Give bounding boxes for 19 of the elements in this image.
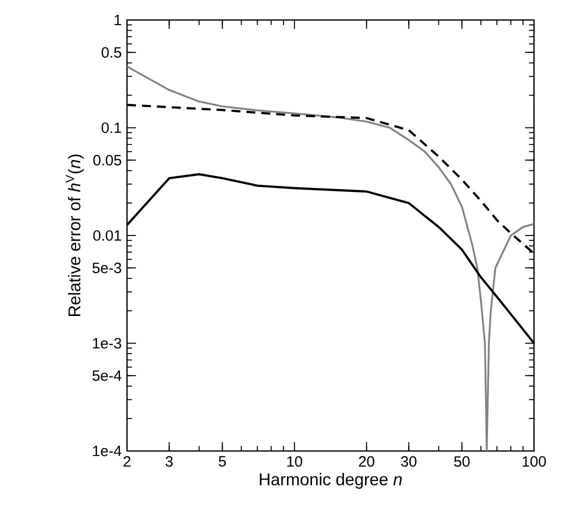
x-tick-label: 20 xyxy=(359,456,374,467)
y-tick-label: 1e-3 xyxy=(93,338,122,349)
x-tick-label: 30 xyxy=(401,456,416,467)
y-tick-label: 0.5 xyxy=(102,47,122,58)
y-tick-label: 5e-4 xyxy=(92,370,122,381)
y-tick-label: 0.05 xyxy=(93,154,122,166)
x-tick-label: 3 xyxy=(166,456,173,467)
x-tick-label: 2 xyxy=(124,456,130,467)
x-tick-label: 50 xyxy=(454,456,470,467)
y-tick-label: 5e-3 xyxy=(92,262,122,274)
y-axis-title: Relative error of h$^{V}$(n) xyxy=(66,154,84,316)
y-tick-label: 1 xyxy=(114,14,122,26)
x-tick-label: 10 xyxy=(287,456,302,467)
x-tick-label: 5 xyxy=(218,456,226,467)
x-tick-label: 100 xyxy=(522,456,546,467)
y-tick-label: 0.1 xyxy=(102,122,122,134)
y-tick-label: 0.01 xyxy=(93,230,122,241)
x-axis-title: Harmonic degree n xyxy=(260,472,402,489)
y-tick-label: 1e-4 xyxy=(93,446,122,456)
